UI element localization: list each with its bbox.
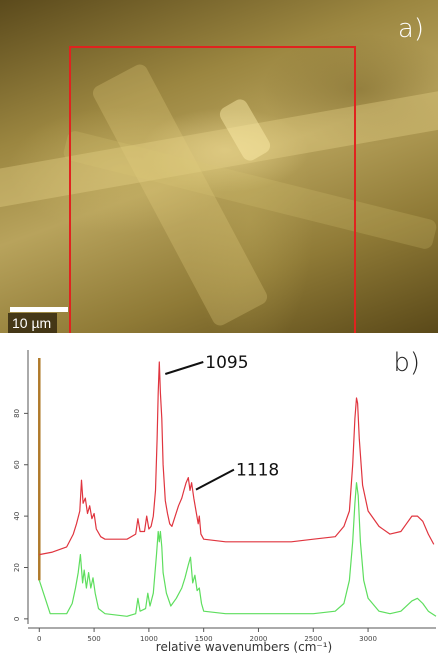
annotation-label: 1118 [236, 461, 279, 481]
x-tick-label: 500 [87, 635, 100, 643]
y-tick-label: 60 [13, 460, 21, 469]
x-tick-label: 2500 [304, 635, 322, 643]
x-tick-label: 1500 [195, 635, 213, 643]
annotations: 1095 1118 [164, 353, 279, 491]
region-of-interest-box [69, 46, 356, 333]
x-tick-label: 3000 [359, 635, 377, 643]
y-ticks: 0 20 40 60 80 [13, 409, 28, 621]
y-tick-label: 0 [13, 617, 21, 621]
micrograph-image: a) 10 µm [0, 0, 438, 333]
spectrum-panel: b) 0 20 40 60 80 0 500 1000 1500 2000 2500 3000 10… [0, 340, 438, 659]
annotation-leader-line [164, 361, 204, 375]
annotation-leader-line [195, 468, 235, 491]
panel-b-label: b) [393, 348, 420, 378]
scale-bar [10, 307, 68, 312]
y-tick-label: 40 [13, 512, 21, 521]
scale-bar-label: 10 µm [8, 313, 58, 333]
x-ticks: 0 500 1000 1500 2000 2500 3000 [37, 628, 377, 643]
x-axis-label: relative wavenumbers (cm⁻¹) [156, 640, 332, 654]
spectrum-line-green [38, 482, 437, 617]
annotation-label: 1095 [205, 353, 248, 373]
x-tick-label: 1000 [140, 635, 158, 643]
spectrum-line-red [39, 361, 435, 556]
x-tick-label: 0 [37, 635, 41, 643]
y-tick-label: 80 [13, 409, 21, 418]
x-tick-label: 2000 [250, 635, 268, 643]
y-tick-label: 20 [13, 563, 21, 572]
series-group [38, 361, 437, 617]
panel-a-label: a) [397, 14, 424, 44]
